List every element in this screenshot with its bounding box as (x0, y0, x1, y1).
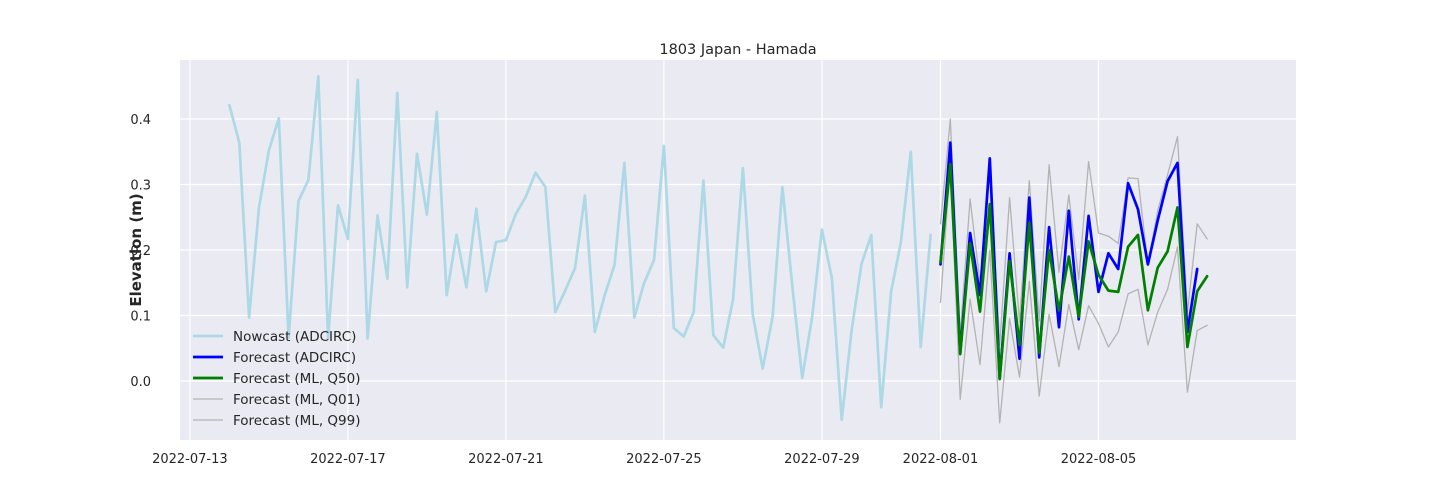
x-tick-labels: 2022-07-13 2022-07-17 2022-07-21 2022-07-25… (152, 452, 1136, 467)
series-line-0 (228, 75, 932, 422)
legend-label: Forecast (ML, Q99) (233, 413, 361, 429)
series-line-2 (939, 162, 1209, 381)
y-tick-label: 0.0 (130, 375, 151, 390)
x-tick-label: 2022-07-21 (468, 452, 544, 467)
x-tick-label: 2022-07-29 (784, 452, 860, 467)
chart-title: 1803 Japan - Hamada (659, 42, 816, 58)
x-tick-label: 2022-07-17 (310, 452, 386, 467)
legend-label: Forecast (ADCIRC) (233, 350, 356, 366)
y-tick-label: 0.2 (130, 244, 151, 259)
series-line-1 (939, 141, 1199, 380)
legend-label: Forecast (ML, Q50) (233, 371, 361, 387)
series-lines (228, 75, 1209, 424)
x-tick-label: 2022-07-25 (626, 452, 702, 467)
x-tick-label: 2022-07-13 (152, 452, 228, 467)
legend: Nowcast (ADCIRC) Forecast (ADCIRC) Forecas… (193, 329, 361, 429)
y-tick-labels: 0.0 0.1 0.2 0.3 0.4 (130, 113, 151, 390)
y-axis-label: Elevation (m) (127, 193, 145, 306)
y-tick-label: 0.3 (130, 178, 151, 193)
y-tick-label: 0.1 (130, 310, 151, 325)
legend-label: Nowcast (ADCIRC) (233, 329, 356, 345)
x-tick-label: 2022-08-05 (1061, 452, 1137, 467)
x-tick-label: 2022-08-01 (903, 452, 979, 467)
y-tick-label: 0.4 (130, 113, 151, 128)
legend-label: Forecast (ML, Q01) (233, 392, 361, 408)
series-line-3 (939, 164, 1208, 424)
